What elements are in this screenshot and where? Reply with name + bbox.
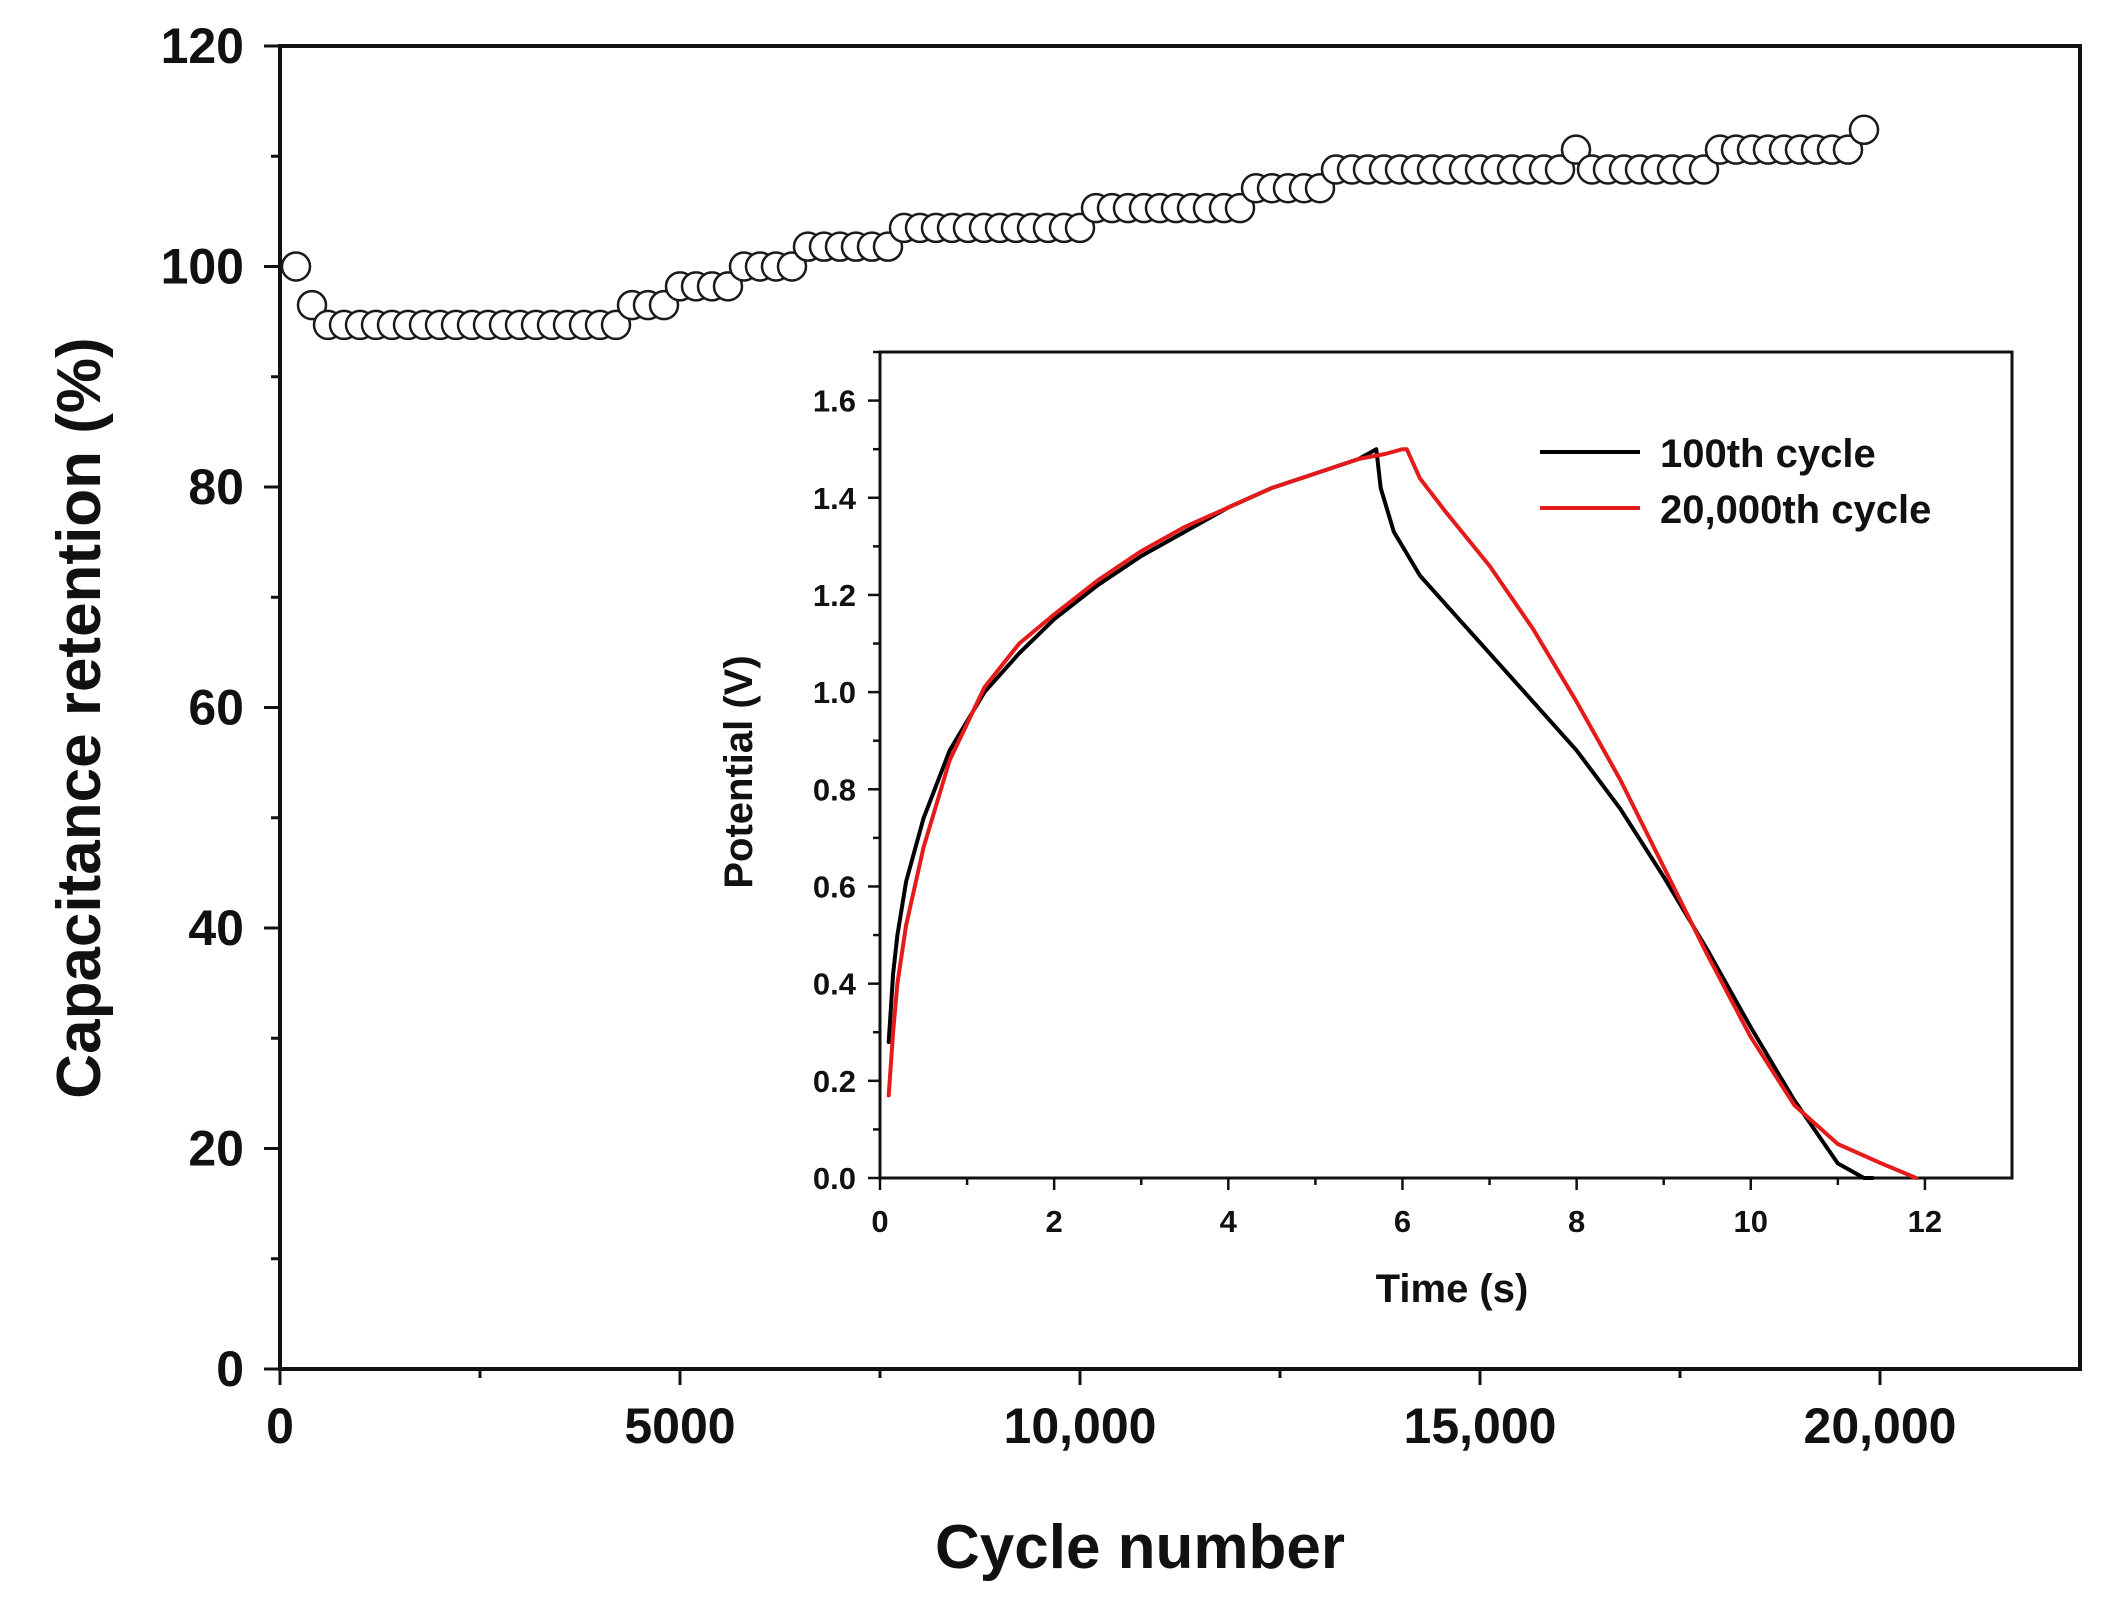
inset-x-axis-title: Time (s) (1376, 1267, 1529, 1311)
main-y-tick-label: 80 (188, 459, 244, 515)
main-y-tick-label: 120 (161, 18, 244, 74)
legend-label-100th-cycle: 100th cycle (1660, 432, 1876, 476)
main-y-tick-label: 60 (188, 680, 244, 736)
inset-x-tick-label: 12 (1908, 1204, 1942, 1239)
main-x-tick-label: 15,000 (1404, 1398, 1557, 1454)
inset-chart: 0 2 4 6 8 10 12 0.0 0.2 0.4 0.6 0.8 1.0 1.2 1.4 1.6 Tim… (717, 350, 2020, 1311)
inset-lines (886, 447, 1919, 1180)
inset-x-tick-label: 2 (1046, 1204, 1063, 1239)
inset-x-tick-label: 8 (1568, 1204, 1585, 1239)
main-y-axis-title: Capacitance retention (%) (45, 337, 114, 1098)
retention-point (1848, 114, 1880, 146)
inset-y-tick-label: 0.4 (813, 967, 857, 1002)
main-x-axis-title: Cycle number (935, 1513, 1345, 1582)
main-x-tick-label: 5000 (624, 1398, 735, 1454)
series-line-20000th-cycle (886, 447, 1919, 1180)
retention-point (1544, 154, 1576, 185)
retention-point (1832, 134, 1864, 165)
main-y-tick-label: 0 (216, 1341, 244, 1397)
main-y-tick-label: 20 (188, 1121, 244, 1177)
retention-point (1560, 134, 1592, 165)
inset-x-tick-label: 6 (1394, 1204, 1411, 1239)
retention-point (776, 251, 808, 282)
inset-x-tick-label: 4 (1220, 1204, 1238, 1239)
inset-y-tick-label: 1.6 (813, 384, 856, 419)
inset-plot-frame (878, 350, 2014, 1180)
retention-point (1224, 192, 1256, 224)
retention-point (712, 271, 744, 302)
retention-point (1688, 154, 1720, 185)
inset-x-tick-label: 0 (871, 1204, 888, 1239)
inset-y-tick-label: 0.8 (813, 772, 856, 807)
inset-y-tick-label: 1.4 (813, 481, 857, 516)
inset-y-tick-label: 0.6 (813, 869, 856, 904)
inset-background (880, 352, 2020, 1184)
main-y-tick-label: 100 (161, 239, 244, 295)
inset-ticks: 0 2 4 6 8 10 12 0.0 0.2 0.4 0.6 0.8 1.0 1.2 1.4 1.6 (813, 350, 1942, 1239)
retention-point (1064, 212, 1096, 244)
inset-y-tick-label: 0.2 (813, 1064, 856, 1099)
main-markers (280, 114, 1880, 341)
inset-y-tick-label: 0.0 (813, 1161, 856, 1196)
inset-y-axis-title: Potential (V) (717, 655, 761, 888)
inset-y-tick-label: 1.0 (813, 675, 856, 710)
retention-point (600, 309, 632, 341)
retention-point (280, 251, 312, 282)
retention-point (296, 289, 328, 321)
main-x-tick-label: 20,000 (1804, 1398, 1957, 1454)
inset-x-tick-label: 10 (1734, 1204, 1768, 1239)
main-y-tick-label: 40 (188, 900, 244, 956)
inset-legend: 100th cycle 20,000th cycle (1540, 432, 1931, 532)
main-x-tick-label: 10,000 (1004, 1398, 1157, 1454)
inset-y-tick-label: 1.2 (813, 578, 856, 613)
legend-label-20000th-cycle: 20,000th cycle (1660, 488, 1931, 532)
main-x-tick-label: 0 (266, 1398, 294, 1454)
